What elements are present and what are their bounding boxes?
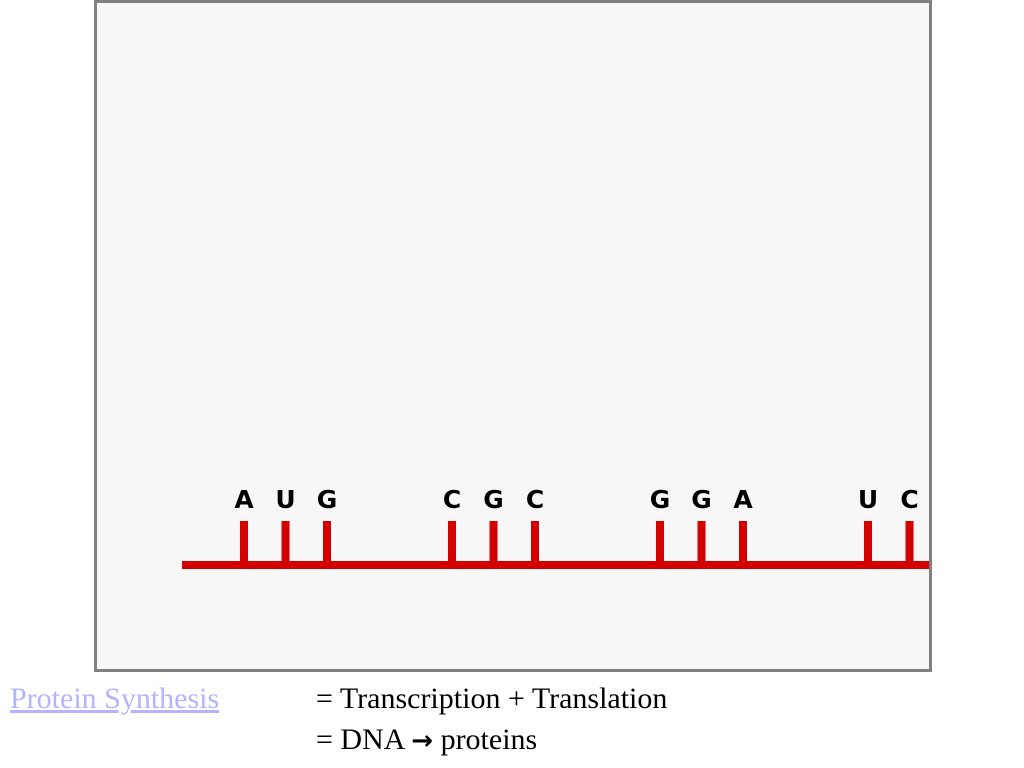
nucleotide-label: G	[483, 485, 504, 514]
equation-proteins-text: proteins	[440, 723, 538, 756]
nucleotide-label: U	[858, 485, 878, 514]
nucleotide-label: A	[733, 485, 753, 514]
nucleotide-stem	[240, 521, 248, 565]
nucleotide-label: G	[317, 485, 338, 514]
nucleotide-label: A	[234, 485, 254, 514]
equation-dna-text: = DNA	[316, 723, 404, 756]
nucleotide-stem	[864, 521, 872, 565]
nucleotide-stem	[905, 521, 914, 565]
right-arrow-icon: →	[411, 726, 434, 756]
nucleotide-stem	[489, 521, 498, 565]
protein-synthesis-link[interactable]: Protein Synthesis	[10, 682, 220, 715]
nucleotide-stem	[448, 521, 456, 565]
nucleotide-stem	[281, 521, 290, 565]
nucleotide-label: U	[275, 485, 295, 514]
nucleotide-stem	[697, 521, 706, 565]
nucleotide-label: G	[691, 485, 712, 514]
nucleotide-stem	[739, 521, 747, 565]
nucleotide-label: G	[650, 485, 671, 514]
equation-transcription-translation: = Transcription + Translation	[316, 682, 668, 715]
nucleotide-stem	[323, 521, 331, 565]
mrna-backbone	[182, 561, 929, 569]
nucleotide-stem	[531, 521, 539, 565]
nucleotide-stem	[656, 521, 664, 565]
nucleotide-label: C	[526, 485, 544, 514]
nucleotide-label: C	[443, 485, 461, 514]
nucleotide-label: C	[900, 485, 918, 514]
equation-dna-proteins: = DNA → proteins	[316, 723, 537, 757]
